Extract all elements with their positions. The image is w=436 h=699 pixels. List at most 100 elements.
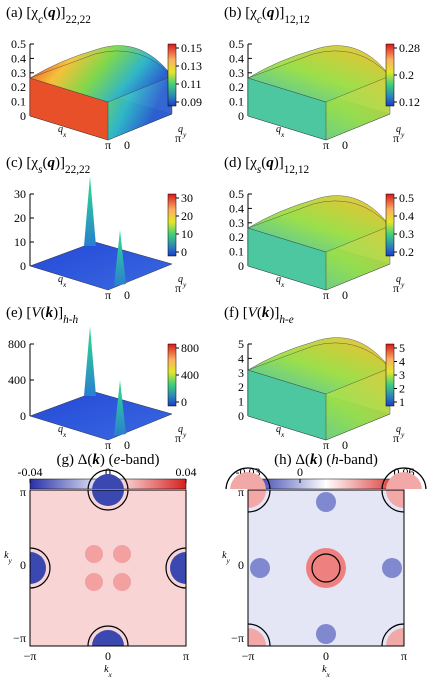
text-part: x (108, 670, 113, 679)
text-part: ( (43, 5, 48, 21)
text-part: y (182, 130, 187, 139)
z-tick-label: 20 (14, 211, 26, 225)
colorbar-tick-label: 400 (181, 368, 199, 382)
map-feature (316, 624, 336, 644)
text-part: ( (261, 155, 266, 171)
z-tick-label: 0.2 (11, 80, 26, 94)
z-tick-label: 1 (238, 395, 244, 409)
y-tick-label: 0 (238, 558, 244, 572)
text-part: s (257, 164, 262, 176)
z-tick-label: 0.1 (229, 245, 244, 259)
z-tick-label: 0 (238, 259, 244, 273)
text-part: (a) [χ (6, 5, 38, 21)
text-part: q (178, 424, 183, 435)
map-frame (29, 489, 187, 647)
text-part: ( (257, 305, 262, 321)
rich-text: (b) [χc(q)]12,12 (224, 5, 310, 26)
colorbar-tick-label: 0.04 (176, 465, 197, 479)
rich-text: kx (322, 664, 330, 679)
text-part: ( (41, 305, 46, 321)
rich-text: qx (276, 274, 285, 289)
rich-text: qx (58, 274, 67, 289)
spike (114, 230, 126, 286)
colorbar-tick-label: 5 (399, 341, 405, 355)
text-part: 22,22 (65, 164, 90, 176)
colorbar-tick-label: 10 (181, 227, 193, 241)
z-tick-label: 30 (14, 187, 26, 201)
floor-tick-label: 0 (124, 438, 130, 452)
x-tick-label: 0 (323, 649, 329, 663)
y-tick-label: π (20, 485, 26, 499)
text-part: x (62, 130, 67, 139)
map-area (29, 489, 187, 647)
colorbar-tick-label: 0 (181, 395, 187, 409)
text-part: )] (274, 5, 284, 21)
colorbar (385, 43, 395, 107)
colorbar (167, 343, 177, 407)
text-part: ) ( (317, 452, 331, 468)
rich-text: (d) [χs(q)]12,12 (224, 155, 309, 176)
text-part: q (58, 424, 63, 435)
colorbar (385, 193, 395, 257)
colorbar (167, 43, 177, 107)
z-tick-label: 0.5 (229, 37, 244, 51)
text-part: y (400, 280, 405, 289)
colorbar-tick-label: 0.15 (181, 41, 202, 55)
text-part: k (104, 664, 109, 675)
text-part: 12,12 (284, 14, 309, 26)
text-part: q (276, 274, 281, 285)
map-feature (250, 558, 270, 578)
text-part: q (276, 424, 281, 435)
x-tick-label: π (183, 649, 189, 663)
text-part: q (178, 274, 183, 285)
text-part: q (396, 124, 401, 135)
y-tick-label: 0 (20, 558, 26, 572)
floor-tick-label: π (393, 131, 399, 145)
text-part: x (280, 430, 285, 439)
text-part: )] (269, 305, 279, 321)
text-part: k (310, 452, 318, 468)
text-part: e (114, 452, 121, 468)
rich-text: ky (222, 550, 230, 565)
z-tick-label: 0.4 (11, 51, 26, 65)
contour (311, 553, 341, 583)
z-tick-label: 2 (238, 380, 244, 394)
colorbar-tick-label: 0.13 (181, 59, 202, 73)
floor-tick-label: π (393, 281, 399, 295)
colorbar-tick-label: 0.4 (399, 209, 414, 223)
text-part: h-e (279, 314, 293, 326)
z-tick-label: 800 (8, 337, 26, 351)
text-part: q (48, 5, 56, 21)
map-mask (208, 489, 436, 686)
text-part: k (322, 664, 327, 675)
text-part: k (262, 305, 270, 321)
rich-text: (h) Δ(k) (h-band) (274, 452, 378, 468)
text-part: (h) Δ( (274, 452, 310, 468)
text-part: (f) [ (224, 305, 248, 321)
colorbar-tick-label: 4 (399, 355, 405, 369)
colorbar-tick-label: 0.2 (399, 245, 414, 259)
z-tick-label: 0 (238, 409, 244, 423)
rich-text: kx (104, 664, 112, 679)
z-tick-label: 4 (238, 351, 244, 365)
text-part: q (58, 274, 63, 285)
text-part: x (280, 280, 285, 289)
text-part: y (8, 556, 13, 565)
colorbar (247, 478, 405, 490)
rich-text: qy (178, 424, 187, 439)
text-part: (d) [χ (224, 155, 257, 171)
text-part: q (58, 124, 63, 135)
colorbar-tick-label: 0.3 (399, 227, 414, 241)
floor-tick-label: π (323, 438, 329, 452)
text-part: y (182, 280, 187, 289)
colorbar-tick-label: 3 (399, 368, 405, 382)
map-feature (85, 573, 103, 591)
z-tick-label: 0.4 (229, 51, 244, 65)
text-part: h-h (63, 314, 78, 326)
text-part: x (326, 670, 331, 679)
floor-tick-label: π (393, 431, 399, 445)
floor-tick-label: 0 (342, 438, 348, 452)
colorbar-tick-label: 1 (399, 395, 405, 409)
text-part: V (31, 305, 42, 321)
text-part: (e) [ (6, 305, 31, 321)
